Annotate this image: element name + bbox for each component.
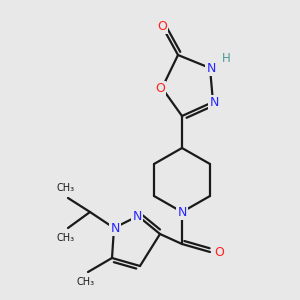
Text: CH₃: CH₃ [77,277,95,287]
Text: N: N [132,209,142,223]
Text: O: O [214,245,224,259]
Text: O: O [157,20,167,32]
Text: N: N [177,206,187,218]
Text: CH₃: CH₃ [57,233,75,243]
Text: H: H [222,52,230,64]
Text: N: N [206,61,216,74]
Text: CH₃: CH₃ [57,183,75,193]
Text: N: N [110,221,120,235]
Text: O: O [155,82,165,94]
Text: N: N [209,95,219,109]
